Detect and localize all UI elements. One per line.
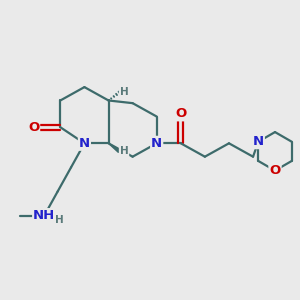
Text: N: N: [79, 137, 90, 150]
Text: N: N: [151, 137, 162, 150]
Polygon shape: [109, 143, 120, 152]
Text: O: O: [28, 121, 39, 134]
Text: O: O: [269, 164, 281, 177]
Text: H: H: [120, 146, 128, 156]
Text: N: N: [253, 135, 264, 148]
Text: H: H: [120, 87, 128, 98]
Text: NH: NH: [33, 209, 56, 222]
Text: H: H: [55, 215, 63, 225]
Text: O: O: [175, 107, 186, 120]
